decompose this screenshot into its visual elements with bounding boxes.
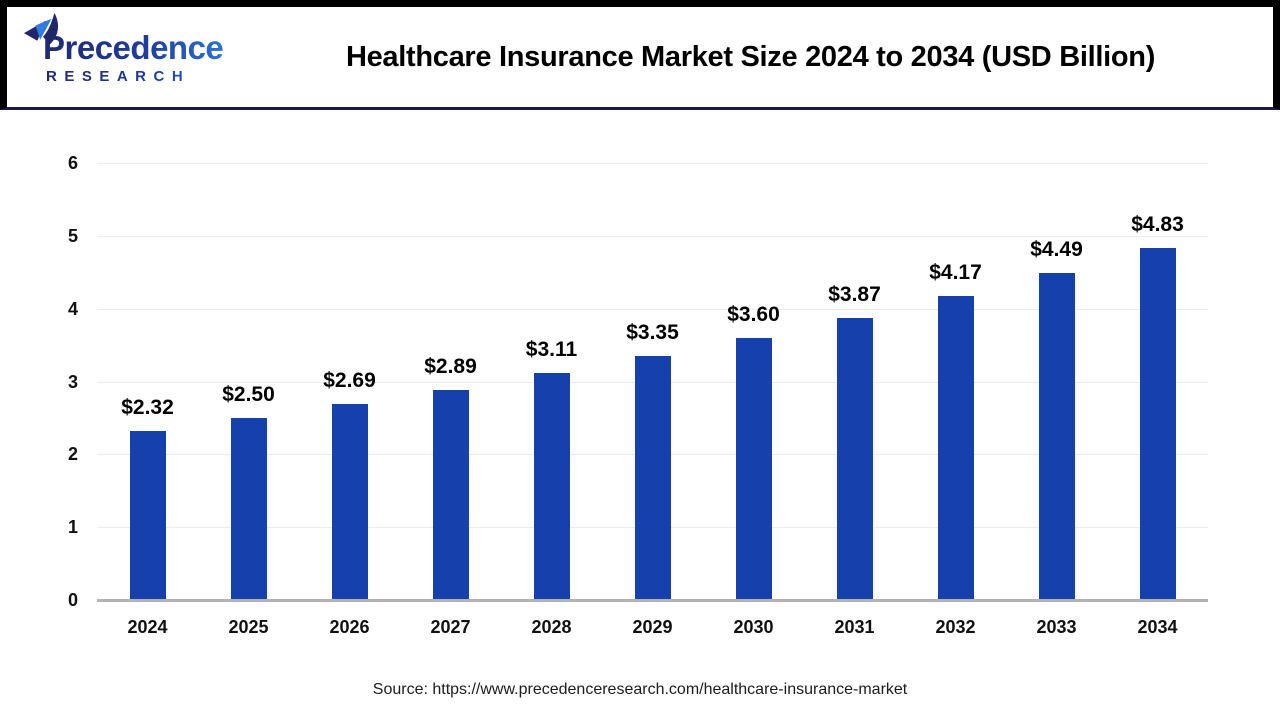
bar-value-label-2026: $2.69 [323, 369, 376, 393]
header: Precedence RESEARCH Healthcare Insurance… [0, 0, 1280, 110]
x-tick-label-2024: 2024 [127, 617, 168, 637]
bar-value-label-2032: $4.17 [929, 261, 982, 285]
paper-plane-logo-icon [23, 13, 59, 45]
x-tick-label-2034: 2034 [1137, 617, 1178, 637]
bar-value-label-2031: $3.87 [828, 283, 881, 307]
bar-value-label-2025: $2.50 [222, 382, 275, 406]
y-tick-label-0: 0 [67, 590, 78, 610]
bar-2029 [634, 356, 671, 599]
x-tick-label-2027: 2027 [430, 617, 471, 637]
page-title: Healthcare Insurance Market Size 2024 to… [345, 40, 1156, 73]
bar-2030 [735, 337, 772, 599]
bar-2028 [533, 373, 570, 599]
x-tick-label-2028: 2028 [531, 617, 572, 637]
bar-2031 [836, 318, 873, 599]
x-tick-label-2033: 2033 [1036, 617, 1077, 637]
x-tick-label-2029: 2029 [632, 617, 673, 637]
bar-value-label-2027: $2.89 [424, 354, 477, 378]
gridline-5 [97, 235, 1208, 237]
bar-value-label-2034: $4.83 [1131, 213, 1184, 237]
bar-2033 [1038, 272, 1075, 599]
bar-2025 [230, 417, 267, 599]
y-tick-label-4: 4 [67, 298, 78, 319]
brand-name: Precedence [29, 29, 242, 67]
x-tick-label-2031: 2031 [834, 617, 875, 637]
bar-2032 [937, 296, 974, 599]
brand-subtitle: RESEARCH [29, 68, 242, 85]
x-axis-baseline [97, 599, 1208, 602]
y-tick-label-5: 5 [67, 225, 78, 246]
bar-2034 [1139, 248, 1176, 599]
bar-value-label-2033: $4.49 [1030, 237, 1083, 261]
x-tick-label-2030: 2030 [733, 617, 774, 637]
x-tick-label-2025: 2025 [228, 617, 269, 637]
bar-2027 [432, 389, 469, 599]
x-tick-label-2032: 2032 [935, 617, 976, 637]
bar-2024 [129, 431, 166, 599]
x-tick-label-2026: 2026 [329, 617, 370, 637]
gridline-4 [97, 308, 1208, 310]
bar-value-label-2028: $3.11 [525, 338, 578, 362]
bar-2026 [331, 404, 368, 599]
y-tick-label-1: 1 [67, 517, 78, 538]
bar-value-label-2029: $3.35 [626, 321, 679, 344]
gridline-6 [97, 163, 1208, 164]
bar-value-label-2024: $2.32 [121, 396, 174, 420]
y-tick-label-3: 3 [67, 371, 78, 392]
y-tick-label-6: 6 [67, 153, 78, 173]
source-text: Source: https://www.precedenceresearch.c… [372, 681, 908, 698]
y-tick-label-2: 2 [67, 444, 78, 465]
precedence-research-logo: Precedence RESEARCH [7, 13, 242, 85]
bar-value-label-2030: $3.60 [727, 302, 780, 326]
